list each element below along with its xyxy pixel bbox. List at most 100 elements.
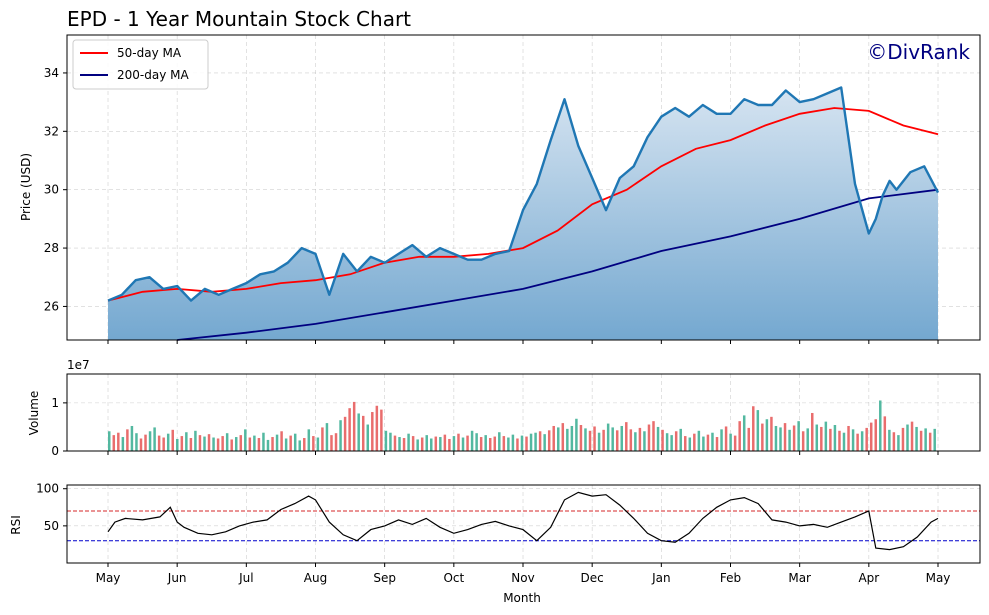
volume-bar (824, 421, 828, 451)
rsi-y-tick-label: 50 (44, 519, 59, 533)
volume-bar (488, 438, 492, 451)
volume-bar (557, 427, 560, 451)
volume-bar (833, 425, 837, 451)
volume-bar (738, 421, 741, 451)
volume-bar (180, 436, 184, 451)
volume-bar (262, 432, 265, 451)
volume-bar (756, 410, 760, 451)
volume-bar (393, 435, 397, 451)
volume-bar (121, 437, 125, 451)
volume-bar (384, 430, 388, 451)
volume-bar (380, 409, 383, 451)
volume-bar (361, 415, 365, 451)
rsi-y-ticks: 50 100 (36, 482, 67, 533)
volume-bar (865, 427, 868, 451)
volume-panel: 01 1e7 Volume (27, 358, 981, 458)
volume-bar (284, 438, 288, 451)
volume-bar (788, 429, 791, 451)
rsi-gridlines (67, 485, 980, 563)
volume-bar (253, 435, 256, 451)
volume-bar (117, 432, 120, 451)
volume-bar (166, 433, 170, 451)
volume-bar (470, 430, 474, 451)
volume-bar (275, 434, 279, 451)
volume-bar (629, 429, 633, 451)
volume-bar (407, 433, 410, 451)
volume-bar (402, 438, 406, 451)
volume-bar (820, 426, 823, 451)
volume-bar (534, 432, 537, 451)
volume-x-ticks (107, 451, 939, 455)
volume-bar (566, 428, 569, 451)
volume-bar (706, 434, 710, 451)
volume-bar (869, 422, 873, 451)
volume-bar (266, 439, 270, 451)
volume-bar (212, 437, 215, 451)
volume-bar (271, 437, 274, 451)
x-tick-label: Apr (858, 571, 879, 585)
volume-bar (842, 432, 846, 451)
volume-bar (443, 434, 447, 451)
volume-bar (915, 426, 918, 451)
volume-bar (910, 421, 914, 451)
volume-bar (674, 431, 678, 451)
x-tick-label: Feb (720, 571, 741, 585)
volume-bar (588, 430, 592, 451)
x-tick-label: May (96, 571, 121, 585)
volume-bar (847, 425, 850, 451)
volume-y-axis-label: Volume (27, 391, 41, 436)
volume-bar (234, 437, 238, 451)
volume-bar (829, 428, 832, 451)
volume-bar (919, 430, 923, 451)
volume-bar (153, 427, 156, 451)
volume-bar (230, 439, 233, 451)
volume-bar (779, 427, 782, 451)
volume-bar (697, 430, 701, 451)
volume-bar (584, 428, 587, 451)
volume-bar (652, 421, 655, 451)
volume-bar (334, 433, 338, 451)
volume-bar (643, 431, 646, 451)
volume-bar (366, 424, 370, 451)
rsi-axes-frame (66, 484, 981, 564)
volume-bar (579, 425, 583, 451)
volume-bar (352, 401, 356, 451)
volume-bar (860, 431, 864, 451)
volume-bar (715, 437, 719, 451)
volume-bar (475, 433, 478, 451)
volume-bar (538, 431, 542, 451)
price-y-tick-label: 34 (44, 66, 59, 80)
volume-bar (207, 434, 211, 451)
volume-bar (656, 426, 660, 451)
volume-bar (507, 437, 510, 451)
volume-bar (389, 432, 392, 451)
price-x-ticks (107, 340, 939, 344)
volume-bar (189, 438, 193, 451)
volume-bar (257, 438, 261, 451)
volume-bar (321, 427, 324, 451)
volume-bar (502, 436, 506, 451)
volume-bar (720, 429, 723, 451)
volume-bar (570, 425, 574, 451)
volume-bar (416, 439, 419, 451)
x-tick-label: Aug (304, 571, 327, 585)
volume-bar (375, 405, 379, 451)
volume-bar (602, 429, 605, 451)
volume-bar (203, 436, 206, 451)
x-axis-label: Month (503, 591, 541, 605)
volume-bar (425, 435, 428, 451)
volume-bar (724, 426, 728, 451)
rsi-y-axis-label: RSI (9, 515, 23, 535)
x-tick-label: Dec (581, 571, 604, 585)
volume-bar (897, 435, 900, 451)
volume-bar (430, 438, 433, 451)
volume-bar (928, 432, 932, 451)
volume-bar (679, 428, 682, 451)
volume-bar (280, 431, 283, 451)
volume-bar (615, 430, 619, 451)
volume-bar (112, 435, 116, 451)
volume-bar (670, 435, 673, 451)
volume-bar (312, 436, 315, 451)
volume-bar (339, 420, 342, 451)
